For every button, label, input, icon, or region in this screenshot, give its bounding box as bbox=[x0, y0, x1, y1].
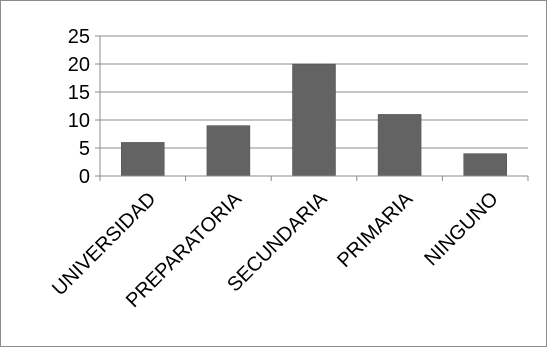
y-tick-label: 5 bbox=[79, 138, 90, 160]
y-tick-label: 15 bbox=[68, 82, 90, 104]
bar-preparatoria bbox=[206, 125, 251, 177]
y-tick-label: 10 bbox=[68, 110, 90, 132]
y-tick-label: 25 bbox=[68, 26, 90, 48]
bar-secundaria bbox=[292, 63, 336, 177]
axes bbox=[95, 35, 529, 181]
y-tick-label: 20 bbox=[68, 54, 90, 76]
y-tick-label: 0 bbox=[79, 166, 90, 188]
bar-primaria bbox=[377, 114, 422, 177]
bars bbox=[121, 63, 507, 177]
y-tick-labels: 0 5 10 15 20 25 bbox=[68, 26, 90, 188]
bar-ninguno bbox=[463, 153, 507, 177]
bar-universidad bbox=[121, 142, 165, 177]
